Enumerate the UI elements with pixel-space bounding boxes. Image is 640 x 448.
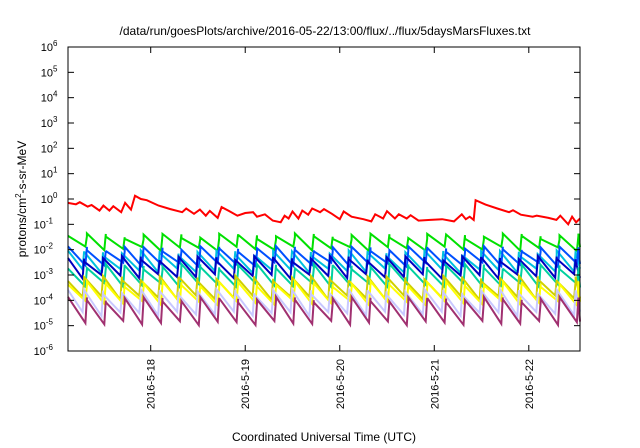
series-line-7 (67, 285, 581, 320)
y-tick-label: 106 (41, 39, 58, 54)
y-axis-label-superscript: 2 (14, 193, 23, 198)
y-axis-label-part-1: protons/cm (15, 198, 29, 257)
y-tick-label: 101 (41, 166, 58, 181)
y-axis: 10-610-510-410-310-210-11001011021031041… (34, 39, 580, 358)
y-tick-base: 10 (41, 118, 53, 130)
y-tick-label: 10-1 (34, 216, 54, 231)
y-tick-exponent: -6 (46, 343, 54, 352)
x-tick-label: 2016-5-18 (146, 359, 158, 409)
y-tick-base: 10 (34, 245, 46, 257)
y-tick-base: 10 (34, 270, 46, 282)
series-line-6 (67, 278, 581, 308)
y-tick-exponent: -2 (46, 242, 54, 251)
series-line-4 (67, 261, 581, 291)
y-tick-base: 10 (41, 93, 53, 105)
series-line-2 (67, 243, 581, 270)
y-tick-exponent: -5 (46, 318, 54, 327)
y-tick-base: 10 (34, 295, 46, 307)
x-tick-label: 2016-5-22 (524, 359, 536, 409)
y-tick-exponent: -4 (46, 292, 54, 301)
y-tick-exponent: -1 (46, 216, 54, 225)
chart-title: /data/run/goesPlots/archive/2016-05-22/1… (120, 24, 532, 38)
y-tick-exponent: 0 (53, 191, 58, 200)
y-tick-label: 10-5 (34, 318, 54, 333)
y-tick-label: 10-6 (34, 343, 54, 358)
y-tick-base: 10 (41, 169, 53, 181)
y-tick-base: 10 (41, 194, 53, 206)
y-tick-exponent: 3 (53, 115, 58, 124)
y-tick-label: 100 (41, 191, 58, 206)
y-tick-label: 105 (41, 64, 58, 79)
y-tick-base: 10 (34, 346, 46, 358)
y-tick-base: 10 (34, 321, 46, 333)
y-tick-exponent: 6 (53, 39, 58, 48)
x-axis: 2016-5-18 2016-5-19 2016-5-20 2016-5-21 2016… (146, 47, 536, 409)
x-tick-label: 2016-5-21 (429, 359, 441, 409)
series-line-3 (67, 253, 581, 282)
y-tick-label: 10-4 (34, 292, 54, 307)
y-tick-label: 10-2 (34, 242, 54, 257)
y-tick-base: 10 (41, 67, 53, 79)
y-axis-label-part-2: -s-sr-MeV (15, 141, 29, 194)
y-tick-exponent: 4 (53, 90, 58, 99)
x-axis-label: Coordinated Universal Time (UTC) (232, 430, 416, 444)
y-tick-exponent: 5 (53, 64, 58, 73)
y-tick-base: 10 (41, 42, 53, 54)
y-tick-label: 103 (41, 115, 58, 130)
plot-series-group (67, 194, 581, 329)
series-line-0 (67, 231, 581, 254)
series-line-red (67, 194, 581, 227)
series-line-8 (67, 293, 581, 329)
y-axis-label: protons/cm2-s-sr-MeV (14, 141, 29, 257)
y-tick-label: 104 (41, 90, 58, 105)
y-tick-exponent: 2 (53, 140, 58, 149)
y-tick-base: 10 (34, 219, 46, 231)
y-tick-exponent: 1 (53, 166, 58, 175)
y-tick-label: 10-3 (34, 267, 54, 282)
x-tick-label: 2016-5-19 (240, 359, 252, 409)
series-line-5 (67, 272, 581, 303)
y-tick-base: 10 (41, 143, 53, 155)
x-tick-label: 2016-5-20 (335, 359, 347, 409)
y-tick-label: 102 (41, 140, 58, 155)
y-tick-exponent: -3 (46, 267, 54, 276)
